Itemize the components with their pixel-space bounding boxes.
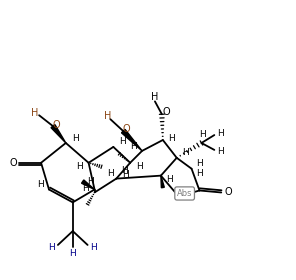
Text: H: H (168, 134, 175, 143)
Text: H: H (185, 188, 192, 197)
Text: H: H (107, 169, 114, 178)
Polygon shape (161, 176, 164, 188)
Text: O: O (9, 158, 17, 168)
Polygon shape (82, 180, 94, 190)
Text: H: H (196, 169, 203, 178)
Text: H: H (72, 134, 79, 143)
Text: H: H (196, 159, 203, 168)
Text: H: H (182, 148, 189, 157)
Text: O: O (52, 120, 60, 130)
Text: H: H (76, 162, 83, 171)
Text: H: H (136, 162, 142, 171)
Text: H: H (69, 249, 76, 258)
Text: O: O (224, 188, 232, 197)
Polygon shape (51, 125, 66, 143)
Text: H: H (166, 175, 173, 184)
Text: H: H (37, 180, 44, 189)
Text: H: H (199, 130, 206, 139)
Text: H: H (217, 147, 224, 157)
Text: H: H (31, 108, 39, 118)
Text: H: H (122, 170, 128, 179)
Text: O: O (162, 107, 170, 117)
Text: H: H (130, 143, 136, 151)
Text: H: H (87, 177, 94, 186)
Text: H: H (217, 129, 224, 137)
Text: H: H (121, 166, 128, 175)
Text: H: H (119, 137, 126, 146)
Polygon shape (121, 129, 142, 151)
Text: H: H (82, 184, 89, 193)
Text: H: H (104, 111, 111, 121)
Text: H: H (151, 92, 159, 102)
Text: H: H (90, 243, 97, 252)
Text: H: H (49, 243, 55, 252)
Text: Abs: Abs (177, 189, 192, 198)
Text: O: O (123, 124, 130, 134)
